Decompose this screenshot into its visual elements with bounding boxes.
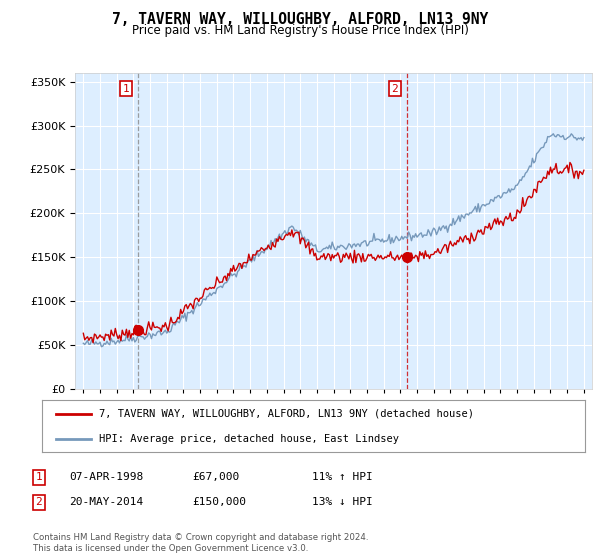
Text: 7, TAVERN WAY, WILLOUGHBY, ALFORD, LN13 9NY: 7, TAVERN WAY, WILLOUGHBY, ALFORD, LN13 … (112, 12, 488, 27)
Text: £150,000: £150,000 (192, 497, 246, 507)
Text: 1: 1 (35, 472, 43, 482)
Text: 2: 2 (392, 83, 398, 94)
Text: Price paid vs. HM Land Registry's House Price Index (HPI): Price paid vs. HM Land Registry's House … (131, 24, 469, 37)
Text: 11% ↑ HPI: 11% ↑ HPI (312, 472, 373, 482)
Text: HPI: Average price, detached house, East Lindsey: HPI: Average price, detached house, East… (99, 433, 399, 444)
Text: 07-APR-1998: 07-APR-1998 (69, 472, 143, 482)
Text: 7, TAVERN WAY, WILLOUGHBY, ALFORD, LN13 9NY (detached house): 7, TAVERN WAY, WILLOUGHBY, ALFORD, LN13 … (99, 409, 474, 419)
Text: 13% ↓ HPI: 13% ↓ HPI (312, 497, 373, 507)
Text: £67,000: £67,000 (192, 472, 239, 482)
Bar (575, 73, 592, 389)
Text: Contains HM Land Registry data © Crown copyright and database right 2024.
This d: Contains HM Land Registry data © Crown c… (33, 533, 368, 553)
Text: 20-MAY-2014: 20-MAY-2014 (69, 497, 143, 507)
Text: 2: 2 (35, 497, 43, 507)
Text: 1: 1 (123, 83, 130, 94)
